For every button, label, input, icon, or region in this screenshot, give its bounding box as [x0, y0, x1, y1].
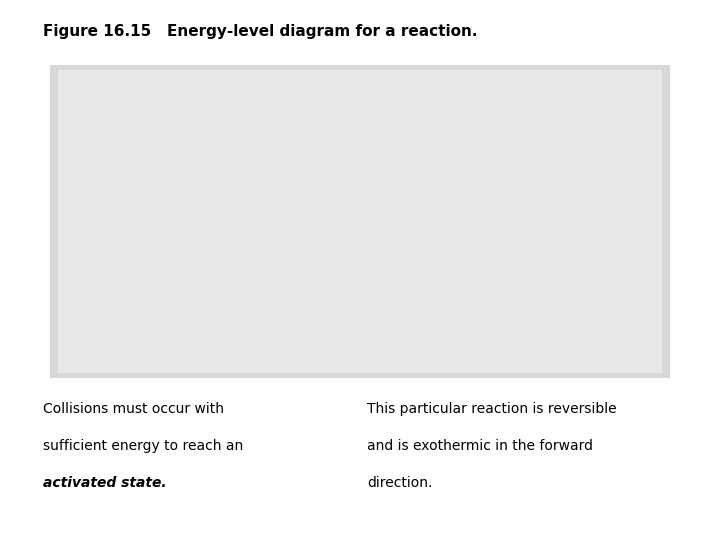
Bar	[50, 65, 670, 378]
Text: Collisions must occur with: Collisions must occur with	[43, 402, 224, 416]
Bar	[58, 70, 662, 373]
Text: activated state.: activated state.	[43, 476, 167, 490]
Text: sufficient energy to reach an: sufficient energy to reach an	[43, 439, 243, 453]
Text: direction.: direction.	[367, 476, 433, 490]
Text: This particular reaction is reversible: This particular reaction is reversible	[367, 402, 617, 416]
Text: Figure 16.15   Energy-level diagram for a reaction.: Figure 16.15 Energy-level diagram for a …	[43, 24, 477, 39]
Text: and is exothermic in the forward: and is exothermic in the forward	[367, 439, 593, 453]
